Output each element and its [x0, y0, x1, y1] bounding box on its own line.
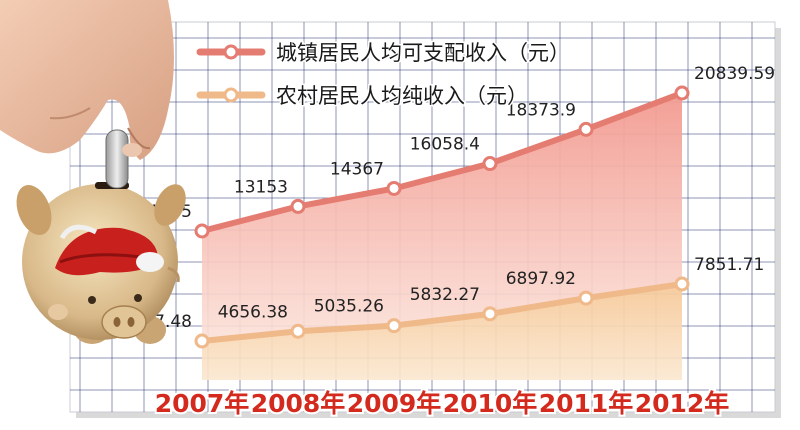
series-area-0: [202, 93, 682, 341]
hand-icon: [0, 0, 174, 160]
data-label-1-1: 4656.38: [218, 302, 288, 322]
x-tick-label-3: 2010年: [443, 389, 538, 418]
data-label-0-4: 18373.9: [506, 100, 576, 120]
data-label-0-5: 20839.59: [694, 64, 775, 84]
chart-x-labels: 2007年 2008年 2009年 2010年 2011年 2012年: [153, 387, 732, 420]
series-line-1: [199, 281, 685, 344]
chart-areas: [202, 93, 682, 380]
x-tick-label-1: 2008年: [251, 389, 346, 418]
data-point-1-1: [290, 323, 306, 339]
series-line-0: [199, 90, 685, 234]
legend-label-1: 农村居民人均纯收入（元）: [276, 84, 528, 108]
data-label-0-2: 14367: [330, 159, 384, 179]
series-area-1: [202, 284, 682, 380]
legend-label-0: 城镇居民人均可支配收入（元）: [276, 41, 570, 65]
piggy-bank-icon: [16, 182, 186, 344]
data-point-0-0: [194, 223, 210, 239]
data-point-0-5: [674, 85, 690, 101]
data-label-1-3: 5832.27: [410, 285, 480, 305]
chart-lines: [199, 90, 685, 344]
x-tick-label-2: 2009年: [347, 389, 442, 418]
chart-points: [194, 85, 690, 349]
chart-legend: 城镇居民人均可支配收入（元） 农村居民人均纯收入（元）: [196, 40, 572, 110]
data-point-1-4: [578, 290, 594, 306]
data-point-1-2: [386, 318, 402, 334]
coin-icon: [105, 129, 129, 189]
piggy-bank-with-hand-and-coin-icon: [0, 0, 186, 344]
data-point-1-0: [194, 333, 210, 349]
data-point-0-2: [386, 180, 402, 196]
x-tick-label-0: 2007年: [155, 389, 250, 418]
x-tick-label-5: 2012年: [635, 389, 730, 418]
x-tick-label-4: 2011年: [539, 389, 634, 418]
data-point-0-1: [290, 198, 306, 214]
data-point-1-5: [674, 276, 690, 292]
data-label-0-1: 13153: [234, 177, 288, 197]
data-point-1-3: [482, 306, 498, 322]
data-label-0-3: 16058.4: [410, 135, 480, 155]
data-label-1-4: 6897.92: [506, 269, 576, 289]
data-label-1-2: 5035.26: [314, 297, 384, 317]
data-point-0-3: [482, 156, 498, 172]
data-point-0-4: [578, 121, 594, 137]
data-label-1-5: 7851.71: [694, 255, 764, 275]
